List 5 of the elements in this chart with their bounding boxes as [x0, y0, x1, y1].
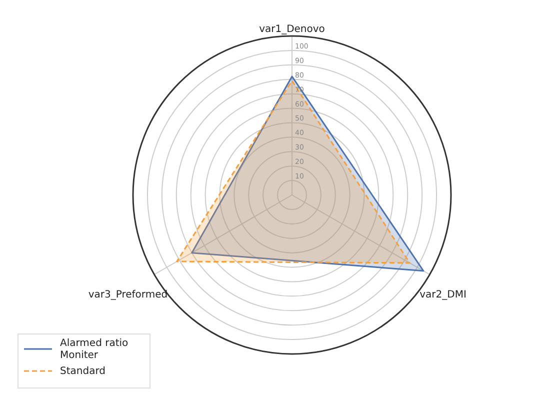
spoke-label: var1_Denovo — [259, 24, 325, 35]
legend-label: Standard — [60, 366, 106, 377]
legend-label: Alarmed ratio Moniter — [60, 338, 128, 361]
spoke-label: var2_DMI — [420, 290, 466, 300]
spoke-label: var3_Preformed — [88, 290, 168, 300]
